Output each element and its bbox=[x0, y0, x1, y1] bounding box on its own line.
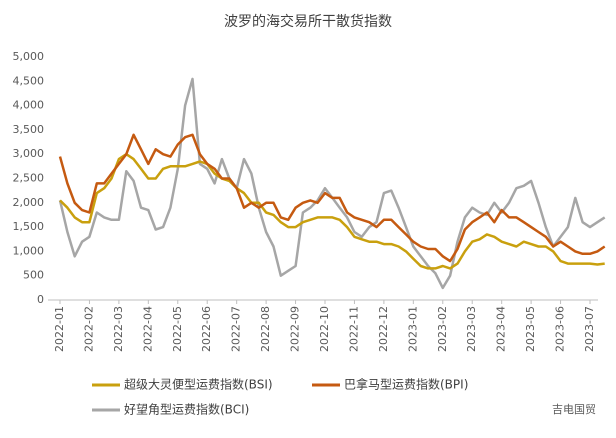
legend-label: 超级大灵便型运费指数(BSI) bbox=[124, 377, 273, 392]
x-tick-label: 2022-01 bbox=[53, 306, 66, 352]
legend-label: 巴拿马型运费指数(BPI) bbox=[344, 377, 468, 392]
x-tick-label: 2022-02 bbox=[82, 306, 95, 352]
x-tick-label: 2023-02 bbox=[436, 306, 449, 352]
y-tick-label: 1,500 bbox=[13, 220, 45, 233]
line-series bbox=[58, 77, 606, 290]
x-tick-label: 2022-09 bbox=[289, 306, 302, 352]
x-tick-label: 2023-07 bbox=[583, 306, 596, 352]
y-tick-label: 3,500 bbox=[13, 123, 45, 136]
y-tick-label: 0 bbox=[37, 293, 44, 306]
y-tick-label: 4,500 bbox=[13, 74, 45, 87]
line-series bbox=[59, 152, 605, 270]
y-tick-label: 5,000 bbox=[13, 50, 45, 63]
y-tick-label: 500 bbox=[23, 269, 44, 282]
x-tick-label: 2023-05 bbox=[524, 306, 537, 352]
x-tick-label: 2023-01 bbox=[406, 306, 419, 352]
x-tick-label: 2022-11 bbox=[347, 306, 360, 352]
x-tick-label: 2022-08 bbox=[259, 306, 272, 352]
x-tick-label: 2023-06 bbox=[554, 306, 567, 352]
x-tick-label: 2022-12 bbox=[377, 306, 390, 352]
chart-title: 波罗的海交易所干散货指数 bbox=[224, 13, 392, 30]
y-tick-label: 3,000 bbox=[13, 147, 45, 160]
x-tick-label: 2023-03 bbox=[465, 306, 478, 352]
x-tick-label: 2022-10 bbox=[318, 306, 331, 352]
line-series bbox=[58, 133, 606, 263]
x-tick-label: 2022-06 bbox=[200, 306, 213, 352]
y-tick-label: 4,000 bbox=[13, 99, 45, 112]
x-tick-label: 2023-04 bbox=[495, 306, 508, 352]
y-tick-label: 2,000 bbox=[13, 196, 45, 209]
x-tick-label: 2022-07 bbox=[230, 306, 243, 352]
x-tick-label: 2022-05 bbox=[171, 306, 184, 352]
legend-label: 好望角型运费指数(BCI) bbox=[124, 402, 249, 417]
y-tick-label: 1,000 bbox=[13, 244, 45, 257]
x-tick-label: 2022-04 bbox=[141, 306, 154, 352]
x-tick-label: 2022-03 bbox=[112, 306, 125, 352]
y-tick-label: 2,500 bbox=[13, 172, 45, 185]
watermark: 吉电国贸 bbox=[552, 403, 596, 416]
